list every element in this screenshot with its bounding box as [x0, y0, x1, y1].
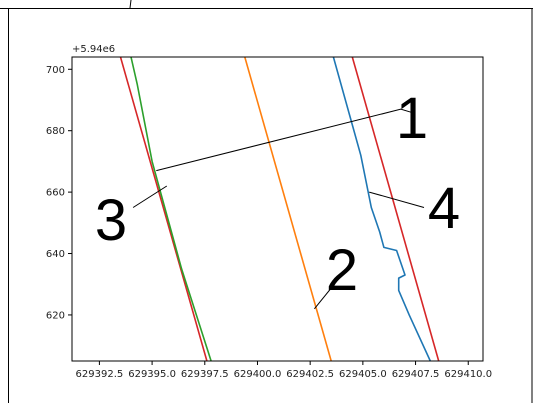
annotation-leader-3: [132, 185, 168, 208]
series-line-3-orange: [244, 57, 332, 361]
annotation-leader-1: [156, 108, 412, 172]
series-line-4-red: [351, 57, 440, 361]
x-tick-label: 629400.0: [234, 369, 282, 380]
annotation-label-3: 3: [95, 188, 127, 253]
x-tick-label: 629407.5: [392, 369, 440, 380]
series-line-2-green: [130, 57, 212, 361]
x-tick-label: 629402.5: [286, 369, 334, 380]
y-tick-label: 660: [46, 188, 65, 199]
annotation-leader-4: [369, 191, 425, 208]
x-tick-label: 629410.0: [444, 369, 492, 380]
annotation-leader-2: [314, 274, 343, 310]
series-line-1-red: [119, 57, 208, 361]
page-frame-notch: [129, 0, 132, 9]
annotation-label-1: 1: [396, 86, 428, 151]
series-line-5-blue: [332, 57, 432, 361]
offset-label: +5.94e6: [72, 44, 115, 55]
x-tick-label: 629395.0: [128, 369, 176, 380]
annotation-label-4: 4: [428, 176, 460, 241]
x-tick-label: 629397.5: [181, 369, 229, 380]
annotation-label-2: 2: [326, 238, 358, 303]
y-tick-label: 620: [46, 310, 65, 321]
y-tick-label: 700: [46, 65, 65, 76]
y-tick-label: 680: [46, 126, 65, 137]
y-tick-label: 640: [46, 249, 65, 260]
x-tick-label: 629405.0: [339, 369, 387, 380]
x-tick-label: 629392.5: [76, 369, 124, 380]
plot-frame: [71, 56, 484, 362]
